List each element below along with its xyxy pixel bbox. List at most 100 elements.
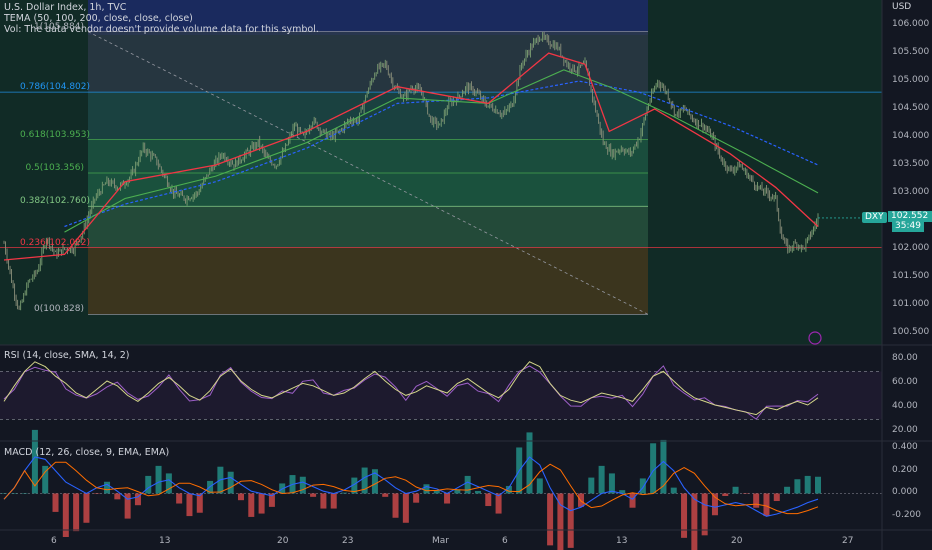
macd-histogram-bar: [134, 493, 141, 506]
macd-histogram-bar: [11, 493, 18, 494]
macd-histogram-bar: [227, 471, 234, 494]
tema-legend: TEMA (50, 100, 200, close, close, close): [4, 13, 193, 24]
time-tick-label: 20: [731, 536, 743, 546]
volume-note: Vol: The data vendor doesn't provide vol…: [4, 24, 319, 35]
macd-histogram-bar: [608, 473, 615, 494]
chart-title: U.S. Dollar Index, 1h, TVC: [4, 2, 127, 13]
rsi-tick-label: 60.00: [892, 377, 918, 388]
macd-histogram-bar: [320, 493, 327, 509]
macd-histogram-bar: [536, 478, 543, 494]
fib-trend-line: [87, 31, 649, 315]
fib-level-label: 0.382(102.760): [20, 196, 91, 207]
macd-histogram-bar: [670, 487, 677, 494]
macd-histogram-bar: [505, 485, 512, 494]
price-tick-label: 105.000: [892, 75, 930, 86]
macd-tick-label: 0.200: [892, 464, 918, 475]
macd-histogram-bar: [423, 484, 430, 494]
price-tick-label: 106.000: [892, 19, 930, 30]
macd-histogram-bar: [742, 493, 749, 494]
macd-histogram-bar: [619, 490, 626, 494]
macd-histogram-bar: [794, 479, 801, 494]
macd-histogram-bar: [93, 493, 100, 494]
macd-histogram-bar: [722, 493, 729, 496]
symbol-badge: DXY: [862, 211, 887, 223]
macd-histogram-bar: [104, 481, 111, 494]
rsi-legend: RSI (14, close, SMA, 14, 2): [4, 350, 130, 361]
macd-histogram-bar: [650, 443, 657, 494]
macd-histogram-bar: [1, 493, 7, 494]
macd-histogram-bar: [73, 493, 80, 532]
macd-histogram-bar: [567, 493, 574, 548]
rsi-layer: [0, 361, 882, 420]
macd-histogram-bar: [444, 493, 451, 504]
macd-histogram-bar: [588, 477, 595, 494]
macd-histogram-bar: [578, 493, 585, 507]
macd-histogram-bar: [763, 493, 770, 517]
currency-label: USD: [892, 2, 912, 12]
macd-histogram-bar: [433, 490, 440, 494]
price-tick-label: 101.000: [892, 298, 930, 309]
macd-histogram-bar: [165, 473, 172, 494]
macd-histogram-bar: [732, 486, 739, 494]
macd-tick-label: -0.200: [892, 510, 922, 521]
macd-histogram-bar: [629, 493, 636, 508]
macd-histogram-bar: [474, 490, 481, 494]
macd-histogram-bar: [330, 493, 337, 509]
fib-zone: [88, 206, 648, 248]
macd-histogram-bar: [310, 493, 317, 497]
time-tick-label: Mar: [432, 536, 449, 546]
macd-histogram-bar: [341, 492, 348, 494]
macd-line: [3, 456, 819, 517]
time-tick-label: 13: [159, 536, 171, 546]
rsi-tick-label: 80.00: [892, 353, 918, 364]
macd-legend: MACD (12, 26, close, 9, EMA, EMA): [4, 447, 170, 458]
tema-50-line: [3, 52, 819, 261]
macd-histogram-bar: [660, 439, 667, 494]
rsi-tick-label: 20.00: [892, 425, 918, 436]
macd-histogram-bar: [52, 493, 59, 512]
macd-histogram-bar: [371, 469, 378, 494]
macd-histogram-bar: [773, 493, 780, 502]
price-tick-label: 105.500: [892, 47, 930, 58]
fib-level-label: 0.236(102.022): [20, 237, 91, 248]
macd-histogram-bar: [258, 493, 265, 514]
last-price-badge: 102.552: [888, 210, 932, 222]
price-tick-label: 104.500: [892, 103, 930, 114]
macd-histogram-bar: [382, 493, 389, 497]
macd-histogram-bar: [547, 493, 554, 546]
fib-zone: [88, 247, 648, 315]
macd-histogram-bar: [268, 493, 275, 507]
macd-histogram-bar: [402, 493, 409, 523]
fib-level-label: 1(105.884): [34, 21, 84, 32]
fib-level-label: 0.786(104.802): [20, 82, 91, 93]
macd-histogram-bar: [83, 493, 90, 523]
price-tick-label: 103.000: [892, 186, 930, 197]
fib-level-label: 0(100.828): [34, 304, 84, 315]
macd-histogram-bar: [114, 493, 121, 500]
rsi-band: [0, 371, 882, 420]
macd-histogram-bar: [351, 477, 358, 494]
macd-histogram-bar: [21, 493, 28, 494]
macd-histogram-bar: [815, 476, 821, 494]
fib-zone: [88, 139, 648, 174]
event-flash-icon[interactable]: [808, 331, 822, 345]
macd-layer: [0, 429, 882, 550]
time-tick-label: 27: [842, 536, 854, 546]
price-tick-label: 100.500: [892, 326, 930, 337]
macd-histogram-bar: [361, 467, 368, 494]
macd-histogram-bar: [413, 493, 420, 503]
macd-histogram-bar: [639, 478, 646, 494]
macd-histogram-bar: [711, 493, 718, 516]
macd-histogram-bar: [598, 465, 605, 494]
macd-histogram-bar: [145, 475, 152, 494]
price-tick-label: 101.500: [892, 270, 930, 281]
time-tick-label: 20: [277, 536, 289, 546]
macd-histogram-bar: [804, 475, 811, 494]
macd-tick-label: 0.000: [892, 487, 918, 498]
macd-histogram-bar: [124, 493, 131, 519]
macd-signal-line: [3, 461, 819, 515]
time-tick-label: 13: [616, 536, 628, 546]
fib-top-zone: [88, 0, 648, 35]
